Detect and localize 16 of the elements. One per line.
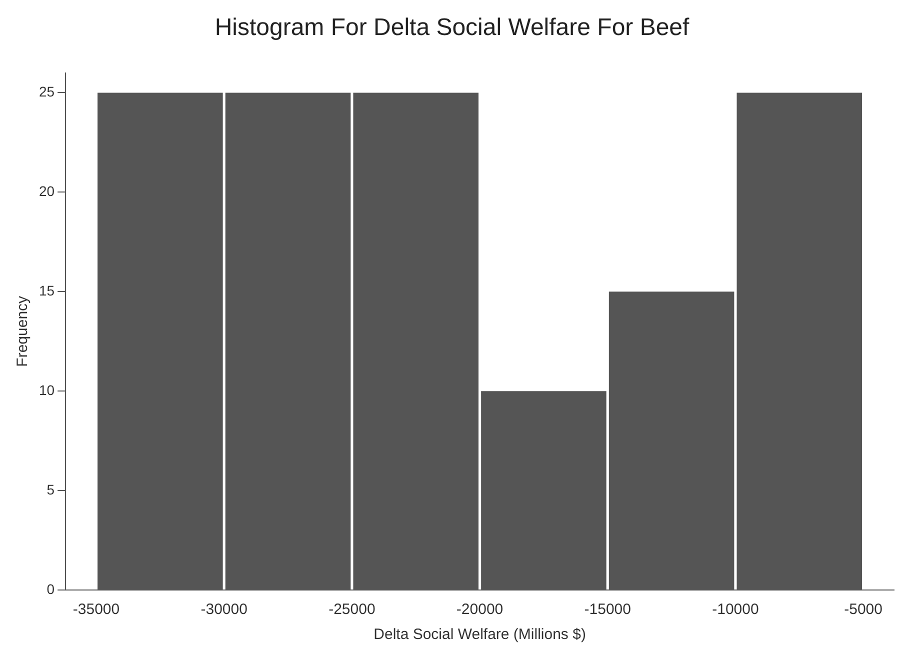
y-tick-label: 0 [46, 580, 55, 597]
y-tick-label: 15 [38, 282, 55, 298]
y-tick-label: 20 [38, 183, 55, 200]
y-axis-title: Frequency [14, 295, 32, 367]
chart-title: Histogram For Delta Social Welfare For Beef [214, 14, 690, 42]
x-axis-title: Delta Social Welfare (Millions $) [374, 626, 586, 644]
x-tick-label: -15000 [584, 601, 631, 618]
y-tick-label: 10 [38, 382, 55, 398]
x-tick-label: -10000 [712, 601, 759, 618]
x-tick-label: -20000 [456, 601, 504, 618]
x-tick-label: -35000 [72, 601, 120, 618]
y-tick-label: 25 [38, 84, 55, 100]
x-tick-label: -30000 [200, 601, 248, 618]
x-tick-label: -5000 [844, 601, 883, 618]
x-tick-label: -25000 [328, 601, 376, 618]
y-tick-label: 5 [46, 481, 55, 498]
